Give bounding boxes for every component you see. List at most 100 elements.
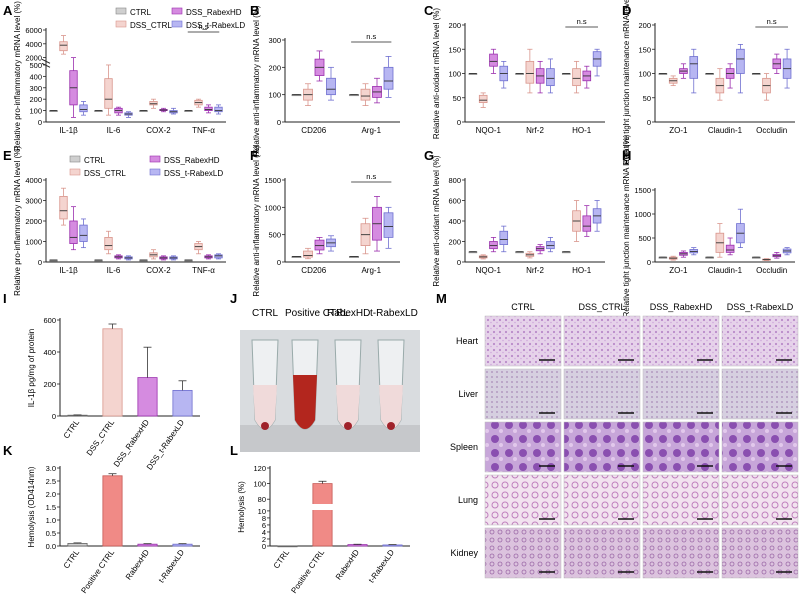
- bar-t-rabexld: [382, 544, 403, 547]
- box-dss-ctrl: [572, 68, 581, 87]
- histology-tile: [484, 421, 562, 473]
- y-tick-label: 0: [38, 118, 42, 127]
- panel-letter-j: J: [230, 291, 237, 306]
- tube-ctrl: [251, 339, 279, 430]
- y-tick-label: 0: [647, 118, 651, 127]
- x-category-label: ZO-1: [669, 266, 688, 275]
- y-tick-label: 1000: [25, 238, 42, 247]
- bar-ctrl: [67, 543, 88, 547]
- photo-j-label-ctrl: CTRL: [252, 308, 279, 319]
- y-axis-label: Hemolysis (%): [237, 481, 246, 533]
- histology-column-label: CTRL: [511, 302, 535, 312]
- panel-letter-h: H: [622, 148, 631, 163]
- box-dss-rabexhd: [204, 106, 213, 111]
- histology-tile: [642, 527, 720, 579]
- bar-rabexhd: [347, 544, 368, 547]
- legend-swatch-ctrl: [115, 7, 127, 15]
- box-dss-t-rabexld: [736, 48, 745, 74]
- x-category-label: CTRL: [62, 418, 82, 441]
- legend-label-dss-t-rabex-ld: DSS_t-RabexLD: [186, 21, 245, 30]
- x-category-label: HO-1: [572, 266, 592, 275]
- x-category-label: NQO-1: [476, 266, 502, 275]
- legend-swatch-dss-ctrl-e: [69, 168, 81, 176]
- y-tick-label: 4000: [25, 176, 42, 185]
- tube-t-rabex: [377, 339, 405, 430]
- box-dss-rabexhd: [69, 220, 78, 244]
- panel-letter-c: C: [424, 3, 434, 18]
- histology-tile: [721, 527, 799, 579]
- legend-label-dss-ctrl: DSS_CTRL: [130, 21, 172, 30]
- y-tick-label: 100: [638, 70, 651, 79]
- y-tick-label: 2000: [25, 217, 42, 226]
- y-tick-label: 1.5: [46, 503, 56, 512]
- y-tick-label: 200: [638, 21, 651, 30]
- photo-j-label-t-rabex: t-RabexLD: [370, 308, 418, 319]
- box-dss-rabexhd: [725, 244, 735, 253]
- photo-j-label-rabex: RabexHD: [327, 308, 370, 319]
- chart-c-anti-oxidant: 0 50 100 150 200 Relative anti-oxidant mRNA l…: [432, 8, 605, 139]
- legend-label-ctrl-e: CTRL: [84, 156, 105, 165]
- histology-grid-m: CTRL DSS_CTRL DSS_RabexHD DSS_t-RabexLD Hear…: [450, 302, 799, 579]
- histology-tile: [721, 474, 799, 526]
- y-axis-label: Relative anti-oxidant mRNA level (%): [432, 8, 441, 139]
- box-dss-t-rabexld: [499, 230, 509, 245]
- x-category-label: RabexHD: [124, 548, 151, 582]
- bar-dss-ctrl: [102, 328, 123, 417]
- legend-swatch-dss-rabex-hd: [171, 7, 183, 15]
- x-category-label: CTRL: [272, 548, 292, 571]
- panel-letter-i: I: [3, 291, 7, 306]
- histology-tile: [642, 368, 720, 420]
- box-dss-rabexhd: [489, 241, 498, 250]
- significance-ns: n.s: [198, 22, 208, 31]
- histology-tile: [721, 421, 799, 473]
- panel-letter-d: D: [622, 3, 631, 18]
- significance-ns: n.s: [366, 172, 376, 181]
- histology-tile: [484, 527, 562, 579]
- y-tick-label: 100: [268, 91, 281, 100]
- y-tick-label: 8: [262, 514, 266, 523]
- y-tick-label: 200: [268, 63, 281, 72]
- box-dss-t-rabexld: [546, 241, 555, 250]
- y-tick-label: 0: [457, 258, 461, 267]
- box-dss-ctrl: [149, 101, 158, 106]
- legend-label-dss-t-rabex-ld-e: DSS_t-RabexLD: [164, 169, 223, 178]
- x-category-label: ZO-1: [669, 126, 688, 135]
- y-tick-label: 50: [453, 94, 461, 103]
- x-category-label: Arg-1: [361, 126, 381, 135]
- box-dss-t-rabexld: [383, 66, 394, 90]
- x-category-label: COX-2: [146, 266, 171, 275]
- y-tick-label: 6000: [25, 26, 42, 35]
- legend-middle: CTRL DSS_CTRL DSS_RabexHD DSS_t-RabexLD: [69, 155, 223, 178]
- x-category-label: DSS_t-RabexLD: [145, 418, 186, 472]
- histology-tile: [721, 368, 799, 420]
- histology-tile: [484, 315, 562, 367]
- box-dss-ctrl: [303, 250, 313, 258]
- y-tick-label: 1500: [634, 186, 651, 195]
- x-category-label: Nrf-2: [526, 126, 544, 135]
- x-category-label: CD206: [301, 266, 326, 275]
- tube-positive: [291, 339, 319, 430]
- y-tick-label: 0: [52, 412, 56, 421]
- y-tick-label: 0: [647, 258, 651, 267]
- box-dss-t-rabexld: [383, 212, 394, 238]
- y-tick-label: 100: [253, 480, 266, 489]
- x-category-label: CTRL: [62, 548, 82, 571]
- box-dss-ctrl: [360, 88, 371, 101]
- panel-letter-l: L: [230, 443, 238, 458]
- y-axis-label: Hemolysis (OD414nm): [27, 466, 36, 547]
- histology-column-label: DSS_CTRL: [578, 302, 625, 312]
- box-dss-t-rabexld: [214, 254, 223, 259]
- y-tick-label: 150: [638, 45, 651, 54]
- x-category-label: DSS_CTRL: [85, 418, 117, 458]
- bar-t-rabexld: [172, 543, 193, 547]
- y-tick-label: 300: [268, 36, 281, 45]
- y-tick-label: 500: [268, 231, 281, 240]
- histology-column-label: DSS_t-RabexLD: [727, 302, 794, 312]
- box-dss-ctrl: [525, 60, 535, 84]
- y-tick-label: 80: [258, 495, 266, 504]
- histology-tile: [563, 527, 641, 579]
- histology-column-label: DSS_RabexHD: [650, 302, 713, 312]
